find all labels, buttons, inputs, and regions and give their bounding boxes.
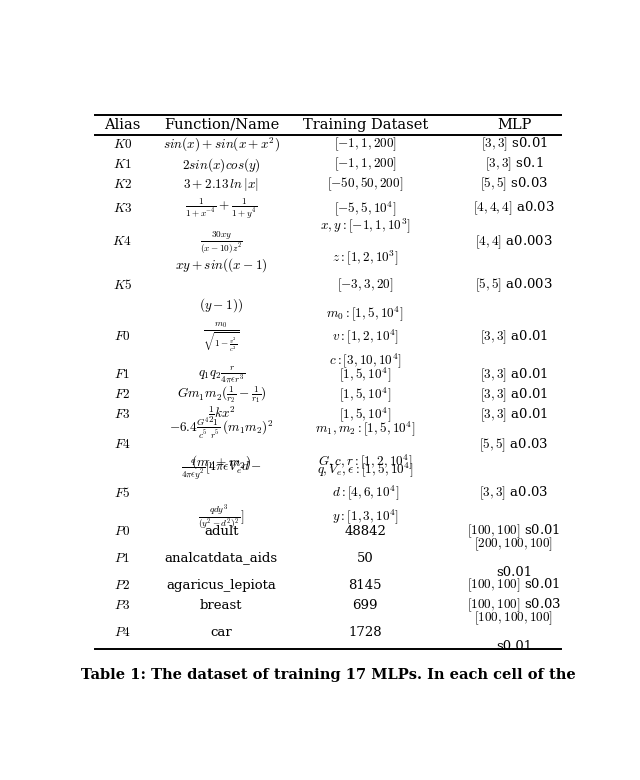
Text: $F5$: $F5$ [114, 486, 131, 500]
Text: $y : [1, 3, 10^4]$: $y : [1, 3, 10^4]$ [332, 507, 399, 526]
Text: $[100, 100]$ s0.01: $[100, 100]$ s0.01 [467, 576, 561, 594]
Text: $(m_1 + m_2)$: $(m_1 + m_2)$ [191, 453, 252, 470]
Text: 50: 50 [357, 551, 374, 565]
Text: $K4$: $K4$ [113, 236, 132, 248]
Text: $P0$: $P0$ [114, 524, 131, 537]
Text: $v : [1, 2, 10^4]$: $v : [1, 2, 10^4]$ [332, 328, 399, 346]
Text: $Gm_1 m_2(\frac{1}{r_2} - \frac{1}{r_1})$: $Gm_1 m_2(\frac{1}{r_2} - \frac{1}{r_1})… [177, 385, 266, 406]
Text: $\frac{qdy^3}{(y^2-d^2)^2}]$: $\frac{qdy^3}{(y^2-d^2)^2}]$ [198, 502, 244, 530]
Text: $[3, 3]$ s0.01: $[3, 3]$ s0.01 [481, 136, 547, 154]
Text: $xy + sin((x-1)$: $xy + sin((x-1)$ [175, 256, 268, 274]
Text: $K0$: $K0$ [113, 138, 132, 151]
Text: $[1, 5, 10^4]$: $[1, 5, 10^4]$ [339, 366, 391, 385]
Text: $\frac{m_0}{\sqrt{1-\frac{v^2}{c^2}}}$: $\frac{m_0}{\sqrt{1-\frac{v^2}{c^2}}}$ [203, 320, 240, 353]
Text: $[-3, 3, 20]$: $[-3, 3, 20]$ [337, 276, 394, 293]
Text: 8145: 8145 [348, 579, 382, 591]
Text: $\frac{1}{2}kx^2$: $\frac{1}{2}kx^2$ [207, 405, 235, 425]
Text: $x, y : [-1, 1, 10^3]$: $x, y : [-1, 1, 10^3]$ [320, 216, 410, 236]
Text: $G, c, r : [1, 2, 10^4]$: $G, c, r : [1, 2, 10^4]$ [318, 452, 412, 471]
Text: $[3, 3]$ a0.03: $[3, 3]$ a0.03 [479, 484, 548, 502]
Text: $P3$: $P3$ [114, 598, 131, 612]
Text: $F3$: $F3$ [114, 409, 131, 421]
Text: Table 1: The dataset of training 17 MLPs. In each cell of the: Table 1: The dataset of training 17 MLPs… [81, 668, 575, 682]
Text: 699: 699 [353, 598, 378, 612]
Text: $F2$: $F2$ [114, 388, 131, 402]
Text: Alias: Alias [104, 118, 140, 132]
Text: $[3, 3]$ a0.01: $[3, 3]$ a0.01 [480, 366, 548, 384]
Text: $m_0 : [1, 5, 10^4]$: $m_0 : [1, 5, 10^4]$ [326, 304, 404, 323]
Text: $[-5, 5, 10^4]$: $[-5, 5, 10^4]$ [334, 199, 396, 218]
Text: $P1$: $P1$ [114, 551, 130, 565]
Text: $\frac{30xy}{(x-10)z^2}$: $\frac{30xy}{(x-10)z^2}$ [200, 229, 243, 254]
Text: Function/Name: Function/Name [164, 118, 279, 132]
Text: $F1$: $F1$ [114, 368, 130, 381]
Text: $[100, 100]$ s0.03: $[100, 100]$ s0.03 [467, 597, 561, 614]
Text: $sin(x) + sin(x + x^2)$: $sin(x) + sin(x + x^2)$ [163, 136, 280, 154]
Text: $[3, 3]$ a0.01: $[3, 3]$ a0.01 [480, 406, 548, 424]
Text: $P2$: $P2$ [114, 579, 131, 591]
Text: $\frac{q}{4\pi\epsilon y^2}[4\pi\epsilon V_e d-$: $\frac{q}{4\pi\epsilon y^2}[4\pi\epsilon… [181, 457, 262, 481]
Text: $[100, 100]$ s0.01: $[100, 100]$ s0.01 [467, 523, 561, 540]
Text: $[200, 100, 100]$: $[200, 100, 100]$ [474, 535, 554, 552]
Text: 48842: 48842 [344, 524, 386, 537]
Text: $[5, 5]$ s0.03: $[5, 5]$ s0.03 [480, 176, 548, 193]
Text: $K1$: $K1$ [113, 158, 132, 171]
Text: $z : [1, 2, 10^3]$: $z : [1, 2, 10^3]$ [332, 248, 399, 268]
Text: Training Dataset: Training Dataset [303, 118, 428, 132]
Text: $P4$: $P4$ [114, 626, 131, 639]
Text: $F0$: $F0$ [114, 331, 131, 343]
Text: $3 + 2.13\,ln\,|x|$: $3 + 2.13\,ln\,|x|$ [184, 176, 259, 193]
Text: $[-1, 1, 200]$: $[-1, 1, 200]$ [333, 156, 397, 173]
Text: $K5$: $K5$ [113, 278, 132, 292]
Text: $m_1, m_2 : [1, 5, 10^4]$: $m_1, m_2 : [1, 5, 10^4]$ [315, 419, 415, 438]
Text: 1728: 1728 [348, 626, 382, 639]
Text: s0.01: s0.01 [496, 640, 532, 653]
Text: adult: adult [204, 524, 239, 537]
Text: $[-1, 1, 200]$: $[-1, 1, 200]$ [333, 136, 397, 154]
Text: $[5, 5]$ a0.03: $[5, 5]$ a0.03 [479, 436, 548, 454]
Text: $[4, 4]$ a0.003: $[4, 4]$ a0.003 [476, 233, 553, 250]
Text: $[3, 3]$ a0.01: $[3, 3]$ a0.01 [480, 386, 548, 404]
Text: $[3, 3]$ s0.1: $[3, 3]$ s0.1 [484, 156, 543, 173]
Text: $[5, 5]$ a0.003: $[5, 5]$ a0.003 [476, 276, 553, 293]
Text: $q_1 q_2 \frac{r}{4\pi\epsilon r^3}$: $q_1 q_2 \frac{r}{4\pi\epsilon r^3}$ [198, 364, 245, 385]
Text: $[4, 4, 4]$ a0.03: $[4, 4, 4]$ a0.03 [473, 200, 555, 218]
Text: s0.01: s0.01 [496, 566, 532, 579]
Text: $2sin(x)cos(y)$: $2sin(x)cos(y)$ [182, 156, 260, 174]
Text: $(y-1))$: $(y-1))$ [199, 296, 243, 314]
Text: $F4$: $F4$ [114, 438, 131, 452]
Text: $[100, 100, 100]$: $[100, 100, 100]$ [474, 609, 554, 626]
Text: breast: breast [200, 598, 243, 612]
Text: MLP: MLP [497, 118, 531, 132]
Text: agaricus_lepiota: agaricus_lepiota [166, 579, 276, 591]
Text: $[-50, 50, 200]$: $[-50, 50, 200]$ [327, 176, 403, 193]
Text: $K3$: $K3$ [113, 202, 132, 215]
Text: car: car [211, 626, 232, 639]
Text: $c : [3, 10, 10^4]$: $c : [3, 10, 10^4]$ [329, 351, 401, 370]
Text: $K2$: $K2$ [113, 178, 132, 191]
Text: $q, V_e, \epsilon : [1, 5, 10^4]$: $q, V_e, \epsilon : [1, 5, 10^4]$ [317, 460, 413, 479]
Text: $d : [4, 6, 10^4]$: $d : [4, 6, 10^4]$ [332, 484, 399, 502]
Text: $[3, 3]$ a0.01: $[3, 3]$ a0.01 [480, 328, 548, 346]
Text: $-6.4\frac{G^4}{c^5}\frac{1}{r^5}\,(m_1 m_2)^2$: $-6.4\frac{G^4}{c^5}\frac{1}{r^5}\,(m_1 … [169, 415, 273, 441]
Text: $\frac{1}{1+x^{-4}} + \frac{1}{1+y^4}$: $\frac{1}{1+x^{-4}} + \frac{1}{1+y^4}$ [185, 197, 257, 221]
Text: $[1, 5, 10^4]$: $[1, 5, 10^4]$ [339, 385, 391, 404]
Text: $[1, 5, 10^4]$: $[1, 5, 10^4]$ [339, 406, 391, 424]
Text: analcatdata_aids: analcatdata_aids [164, 551, 278, 565]
